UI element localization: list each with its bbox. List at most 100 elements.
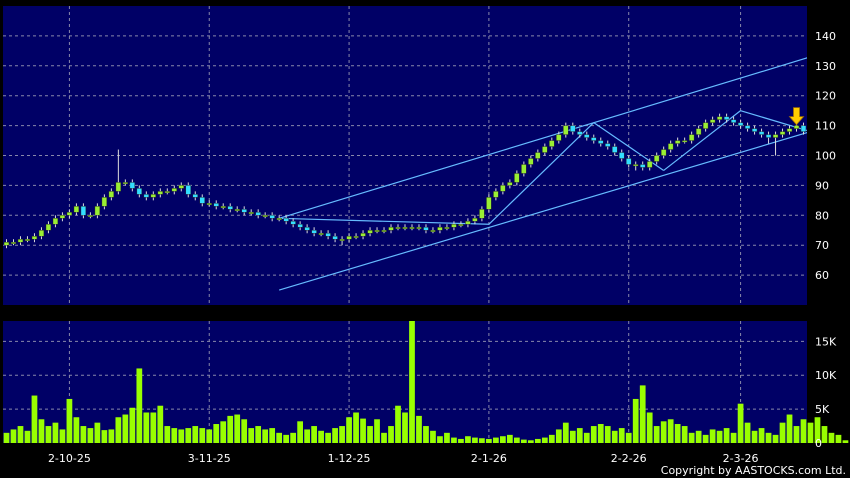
candle-body bbox=[157, 191, 163, 195]
volume-bar bbox=[681, 426, 688, 443]
candle-body bbox=[661, 149, 667, 156]
volume-bar bbox=[520, 439, 527, 443]
trendline bbox=[663, 110, 741, 171]
signal-marker bbox=[788, 107, 805, 126]
volume-bar bbox=[360, 418, 366, 443]
volume-bar bbox=[458, 438, 464, 443]
volume-bar bbox=[171, 428, 178, 443]
candle-body bbox=[451, 224, 457, 228]
candle-body bbox=[493, 191, 499, 198]
candle-body bbox=[101, 197, 108, 207]
candle-body bbox=[360, 233, 366, 237]
candle-body bbox=[108, 191, 115, 198]
candle-body bbox=[507, 182, 513, 186]
volume-tick-label: 0 bbox=[815, 437, 822, 450]
candle-body bbox=[521, 164, 527, 174]
volume-bar bbox=[779, 422, 786, 443]
candle-body bbox=[486, 197, 492, 210]
volume-bar bbox=[465, 436, 471, 443]
candle-body bbox=[437, 227, 443, 231]
candle-body bbox=[688, 134, 695, 141]
volume-bar bbox=[437, 436, 443, 443]
candle-body bbox=[675, 140, 681, 144]
volume-bar bbox=[206, 429, 213, 443]
candle-body bbox=[24, 239, 31, 241]
candle-body bbox=[122, 182, 128, 185]
candle-body bbox=[751, 128, 758, 132]
volume-bar bbox=[24, 430, 31, 443]
candle-body bbox=[150, 194, 156, 198]
candle-body bbox=[570, 125, 576, 132]
candle-body bbox=[304, 227, 310, 231]
volume-bar bbox=[625, 432, 632, 443]
date-tick-label: 3-11-25 bbox=[188, 452, 231, 465]
candle-body bbox=[779, 131, 786, 135]
volume-bar bbox=[255, 426, 262, 443]
volume-bar bbox=[562, 422, 569, 443]
candle-body bbox=[423, 227, 429, 231]
candle-body bbox=[213, 203, 219, 207]
volume-bar bbox=[674, 424, 681, 443]
volume-bar bbox=[583, 432, 590, 443]
price-tick-label: 100 bbox=[815, 150, 836, 163]
volume-bar bbox=[814, 417, 821, 443]
candle-body bbox=[626, 158, 632, 165]
volume-bar bbox=[730, 432, 737, 443]
volume-bar bbox=[472, 437, 478, 443]
volume-tick-label: 5K bbox=[815, 403, 830, 416]
trendline bbox=[278, 57, 807, 219]
volume-bar bbox=[115, 417, 122, 443]
candle-body bbox=[332, 236, 338, 240]
date-tick-label: 1-12-25 bbox=[328, 452, 371, 465]
candle-body bbox=[584, 134, 590, 138]
volume-bar bbox=[765, 432, 772, 443]
candle-body bbox=[528, 158, 534, 165]
volume-bar bbox=[513, 437, 520, 443]
candle-body bbox=[136, 188, 142, 195]
volume-bar bbox=[108, 429, 115, 443]
volume-bar bbox=[835, 434, 842, 443]
price-tick-label: 130 bbox=[815, 60, 836, 73]
candle-body bbox=[255, 212, 261, 216]
volume-bar bbox=[821, 426, 828, 443]
candle-body bbox=[94, 206, 101, 216]
volume-bar bbox=[395, 405, 401, 443]
candle-body bbox=[339, 239, 345, 241]
volume-bar bbox=[45, 426, 52, 443]
volume-bar bbox=[597, 424, 604, 443]
volume-bar bbox=[374, 419, 380, 443]
candle-body bbox=[416, 227, 422, 229]
volume-bar bbox=[430, 430, 436, 443]
candle-body bbox=[709, 119, 716, 123]
candle-body bbox=[115, 182, 122, 192]
volume-bar bbox=[548, 434, 555, 443]
volume-bar bbox=[192, 426, 199, 443]
volume-bar bbox=[758, 428, 765, 443]
candle-body bbox=[381, 230, 387, 232]
volume-bar bbox=[611, 430, 618, 443]
candle-body bbox=[758, 131, 765, 135]
candle-body bbox=[290, 221, 296, 225]
candle-body bbox=[241, 209, 247, 213]
price-tick-label: 90 bbox=[815, 179, 829, 192]
candle-body bbox=[192, 194, 198, 198]
candle-body bbox=[772, 134, 779, 138]
price-tick-label: 120 bbox=[815, 90, 836, 103]
volume-tick-label: 10K bbox=[815, 369, 837, 382]
volume-bar bbox=[632, 398, 639, 443]
candle-body bbox=[514, 173, 520, 183]
candle-body bbox=[185, 185, 191, 195]
volume-bar bbox=[423, 426, 429, 443]
volume-bar bbox=[507, 434, 513, 443]
candle-body bbox=[297, 224, 303, 228]
volume-bar bbox=[52, 422, 59, 443]
volume-bar bbox=[143, 412, 150, 443]
candle-body bbox=[311, 230, 317, 234]
volume-bar bbox=[479, 438, 485, 443]
candle-body bbox=[472, 218, 478, 222]
down-arrow-icon bbox=[788, 107, 805, 126]
volume-tick-label: 15K bbox=[815, 335, 837, 348]
candle-body bbox=[395, 227, 401, 229]
volume-bar bbox=[493, 437, 499, 443]
candle-body bbox=[598, 140, 604, 144]
